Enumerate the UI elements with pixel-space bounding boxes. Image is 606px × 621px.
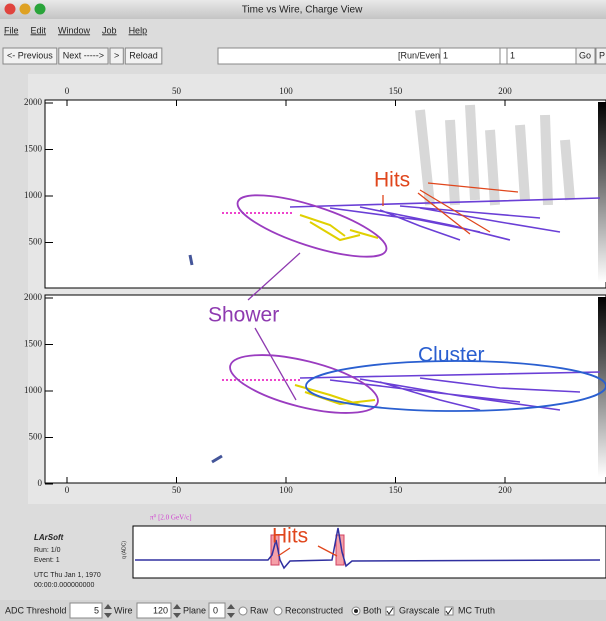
x-tick-label: 100	[279, 485, 293, 495]
x-tick-label: 150	[389, 485, 403, 495]
menu-item[interactable]: Job	[102, 25, 117, 35]
annotation: Cluster	[418, 344, 485, 367]
raw-label: Raw	[250, 605, 269, 615]
waveform-title: π⁰ [2.0 GeV/c]	[150, 514, 192, 522]
date-info: UTC Thu Jan 1, 1970	[34, 572, 101, 579]
page: {"window":{"title":"Time vs Wire, Charge…	[0, 0, 606, 621]
grayscale-label: Grayscale	[399, 605, 440, 615]
wire-value: 120	[153, 605, 168, 615]
both-label: Both	[363, 605, 382, 615]
run-info: Run: 1/0	[34, 547, 61, 554]
reco-label: Reconstructed	[285, 605, 343, 615]
x-tick-label: 150	[389, 86, 403, 96]
toolbar-button-label: >	[114, 50, 119, 60]
annotation: Hits	[374, 169, 410, 192]
toolbar-button-label: Reload	[129, 50, 158, 60]
x-tick-label: 200	[498, 485, 512, 495]
y-tick-label: 1500	[24, 144, 43, 154]
event-value: 1	[510, 50, 515, 60]
annotation: Shower	[208, 304, 279, 327]
y-tick-label: 2000	[24, 97, 43, 107]
y-tick-label: 1500	[24, 339, 43, 349]
waveform-plot	[133, 526, 606, 578]
time-info: 00:00:0.000000000	[34, 582, 94, 589]
program: LArSoft	[34, 533, 64, 542]
x-tick-label: 0	[65, 485, 70, 495]
radio[interactable]	[274, 607, 282, 615]
x-tick-label: 100	[279, 86, 293, 96]
y-tick-label: 2000	[24, 292, 43, 302]
menu-item[interactable]: Window	[58, 25, 91, 35]
radio[interactable]	[239, 607, 247, 615]
go-label: Go	[579, 50, 591, 60]
menu-item[interactable]: File	[4, 25, 19, 35]
run-value: 1	[443, 50, 448, 60]
event-info: Event: 1	[34, 557, 60, 564]
menu-item[interactable]: Help	[129, 25, 148, 35]
color-scale	[598, 297, 606, 477]
menu-item[interactable]: Edit	[31, 25, 47, 35]
wire-label: Wire	[114, 605, 133, 615]
toolbar-button-label: Next ----->	[63, 50, 104, 60]
y-tick-label: 500	[29, 432, 43, 442]
annotation: Hits	[272, 525, 308, 548]
radio-dot	[354, 609, 358, 613]
y-tick-label: 500	[29, 237, 43, 247]
waveform-y-label: q (ADC)	[121, 541, 127, 559]
zoom-button[interactable]	[35, 4, 46, 15]
run-field[interactable]	[440, 48, 500, 64]
y-tick-label: 1000	[24, 190, 43, 200]
color-scale	[598, 102, 606, 282]
y-tick-label: 1000	[24, 385, 43, 395]
hit	[190, 255, 192, 265]
x-tick-label: 0	[65, 86, 70, 96]
screen: Time vs Wire, Charge View File Edit Window…	[0, 0, 606, 621]
minimize-button[interactable]	[20, 4, 31, 15]
mc-truth-label: MC Truth	[458, 605, 495, 615]
close-button[interactable]	[5, 4, 16, 15]
adc-value: 5	[94, 605, 99, 615]
x-tick-label: 50	[172, 485, 182, 495]
y-tick-label: 0	[38, 478, 43, 488]
window-title: Time vs Wire, Charge View	[242, 5, 363, 16]
plane-label: Plane	[183, 605, 206, 615]
toolbar-button-label: <- Previous	[7, 50, 53, 60]
print-label: P	[599, 50, 605, 60]
plane-value: 0	[213, 605, 218, 615]
x-tick-label: 200	[498, 86, 512, 96]
x-tick-label: 50	[172, 86, 182, 96]
body: Time vs Wire, Charge View File Edit Window…	[0, 0, 606, 621]
adc-label: ADC Threshold	[5, 605, 66, 615]
